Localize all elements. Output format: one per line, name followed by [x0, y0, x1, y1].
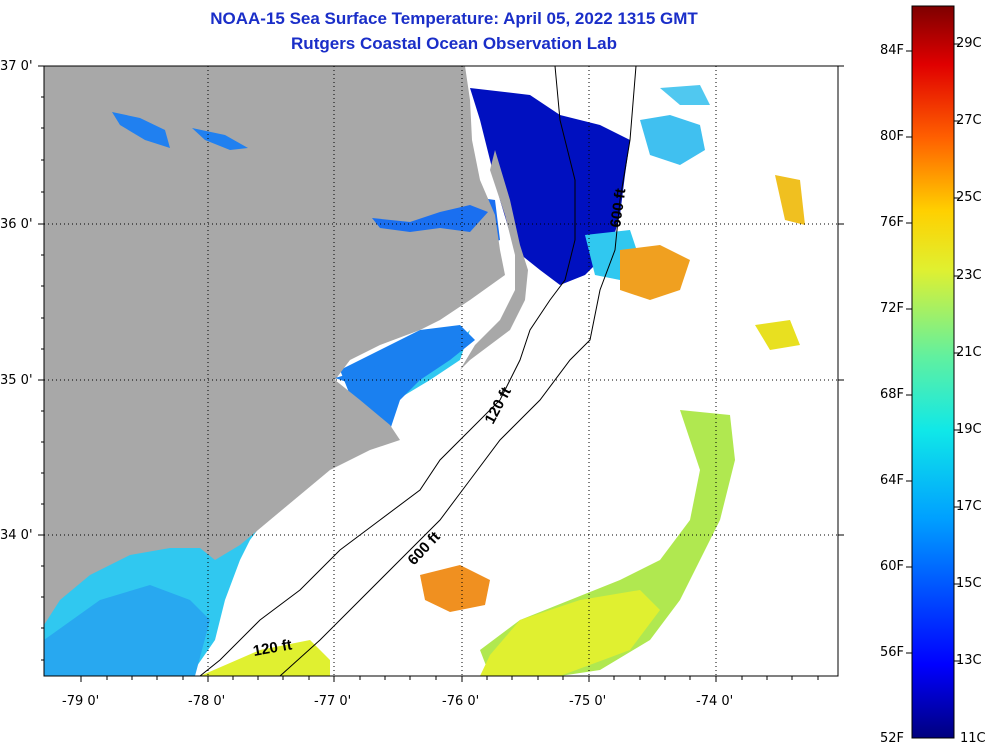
depth-label-120ft-south: 120 ft: [252, 636, 294, 660]
colorbar-label-68f: 68F: [880, 387, 905, 402]
lon-label-76: -76 0': [442, 694, 480, 709]
colorbar-label-72f: 72F: [880, 301, 905, 316]
lon-label-79: -79 0': [62, 694, 100, 709]
colorbar-label-52f: 52F: [880, 731, 905, 746]
colorbar-label-29c: 29C: [956, 36, 982, 51]
map-subtitle: Rutgers Coastal Ocean Observation Lab: [291, 34, 617, 53]
colorbar-label-23c: 23C: [956, 268, 982, 283]
colorbar-label-84f: 84F: [880, 43, 905, 58]
colorbar-label-19c: 19C: [956, 422, 982, 437]
lon-label-77: -77 0': [314, 694, 352, 709]
colorbar-label-80f: 80F: [880, 129, 905, 144]
colorbar-label-11c: 11C: [960, 731, 986, 746]
colorbar-label-25c: 25C: [956, 190, 982, 205]
sound-inlet-pamlico: [335, 340, 455, 390]
axis-ticks: [38, 65, 844, 682]
sound-inlet-albemarle: [372, 205, 488, 232]
lat-label-34: 34 0': [0, 528, 33, 543]
lon-label-78: -78 0': [188, 694, 226, 709]
north-offshore-streak-2: [660, 85, 710, 105]
colorbar-ticks: [906, 43, 960, 662]
map-border: [43, 65, 839, 677]
offshore-green-water: [480, 410, 735, 676]
colorbar-label-21c: 21C: [956, 345, 982, 360]
colorbar-label-17c: 17C: [956, 499, 982, 514]
lake-north-2: [192, 128, 248, 150]
lon-label-74: -74 0': [696, 694, 734, 709]
map-title: NOAA-15 Sea Surface Temperature: April 0…: [210, 9, 698, 28]
lake-north: [112, 112, 170, 148]
colorbar-label-64f: 64F: [880, 473, 905, 488]
colorbar-label-56f: 56F: [880, 645, 905, 660]
offshore-warm-patch-east: [775, 175, 805, 225]
offshore-orange-eddy: [420, 565, 490, 612]
colorbar: [911, 5, 955, 739]
colorbar-label-15c: 15C: [956, 576, 982, 591]
offshore-yellow-water: [480, 590, 660, 676]
colorbar-label-13c: 13C: [956, 653, 982, 668]
depth-contour-120ft: [199, 66, 576, 676]
depth-label-600ft-north: 600 ft: [607, 187, 629, 228]
depth-contour-600ft-north: [279, 66, 637, 676]
offshore-warm-patch-north: [620, 245, 690, 300]
colorbar-label-76f: 76F: [880, 215, 905, 230]
colorbar-label-27c: 27C: [956, 113, 982, 128]
north-offshore-streak: [640, 115, 705, 165]
lon-label-75: -75 0': [569, 694, 607, 709]
land-mass: [44, 66, 505, 625]
barrier-island: [460, 150, 528, 370]
offshore-warm-patch-mid: [755, 320, 800, 350]
lat-label-37: 37 0': [0, 59, 33, 74]
southern-yellow-water: [200, 640, 330, 676]
lat-label-35: 35 0': [0, 373, 33, 388]
lat-label-36: 36 0': [0, 217, 33, 232]
colorbar-label-60f: 60F: [880, 559, 905, 574]
coastal-warm-water: [44, 585, 210, 676]
graticule: [44, 66, 838, 676]
